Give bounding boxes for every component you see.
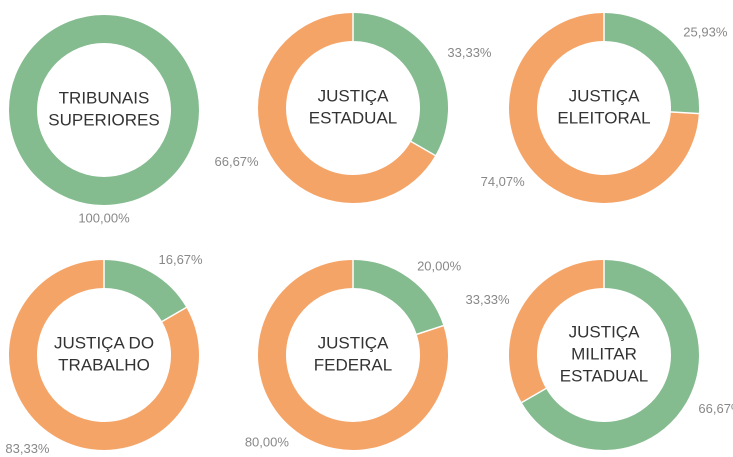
- donut-segment: [9, 15, 199, 205]
- donut-segment: [258, 260, 448, 450]
- value-label: 66,67%: [698, 401, 733, 416]
- donut-chart: 66,67% 33,33% JUSTIÇA MILITAR ESTADUAL: [466, 259, 733, 450]
- value-label: 20,00%: [417, 258, 462, 273]
- donut-segment: [352, 13, 448, 156]
- center-label: JUSTIÇA: [318, 333, 390, 352]
- center-label: JUSTIÇA: [569, 86, 641, 105]
- donut-chart: 16,67% 83,33% JUSTIÇA DO TRABALHO: [5, 252, 203, 456]
- donut-segment: [603, 13, 699, 114]
- center-label: JUSTIÇA DO: [54, 333, 154, 352]
- donut-chart: 100,00% TRIBUNAIS SUPERIORES: [9, 15, 199, 225]
- value-label: 33,33%: [466, 292, 511, 307]
- center-label: ESTADUAL: [560, 366, 649, 385]
- donut-chart: 20,00% 80,00% JUSTIÇA FEDERAL: [245, 258, 462, 450]
- donut-segment: [509, 260, 605, 403]
- value-label: 74,07%: [481, 174, 526, 189]
- donut-segment: [103, 260, 187, 322]
- center-label: JUSTIÇA: [569, 322, 641, 341]
- value-label: 80,00%: [245, 435, 290, 450]
- center-label: TRIBUNAIS: [59, 88, 150, 107]
- donut-segment: [352, 260, 444, 335]
- center-label: ELEITORAL: [557, 108, 650, 127]
- segment-separator: [415, 324, 445, 336]
- donut-segment: [509, 13, 699, 203]
- donut-segment: [258, 13, 436, 203]
- center-label: FEDERAL: [314, 355, 392, 374]
- segment-separator: [409, 140, 437, 157]
- value-label: 16,67%: [159, 252, 204, 267]
- value-label: 25,93%: [683, 25, 728, 40]
- donut-chart: 33,33% 66,67% JUSTIÇA ESTADUAL: [215, 12, 492, 203]
- donut-segment: [521, 260, 699, 450]
- donut-chart: 25,93% 74,07% JUSTIÇA ELEITORAL: [481, 12, 728, 203]
- donut-segment: [9, 260, 199, 450]
- center-label: JUSTIÇA: [318, 86, 390, 105]
- center-label: MILITAR: [571, 344, 637, 363]
- segment-separator: [669, 111, 700, 115]
- center-label: ESTADUAL: [309, 108, 398, 127]
- value-label: 100,00%: [78, 210, 130, 225]
- segment-separator: [520, 387, 548, 404]
- value-label: 33,33%: [447, 45, 492, 60]
- value-label: 66,67%: [215, 154, 260, 169]
- center-label: SUPERIORES: [48, 110, 159, 129]
- center-label: TRABALHO: [58, 355, 150, 374]
- segment-separator: [160, 306, 188, 323]
- value-label: 83,33%: [5, 441, 50, 456]
